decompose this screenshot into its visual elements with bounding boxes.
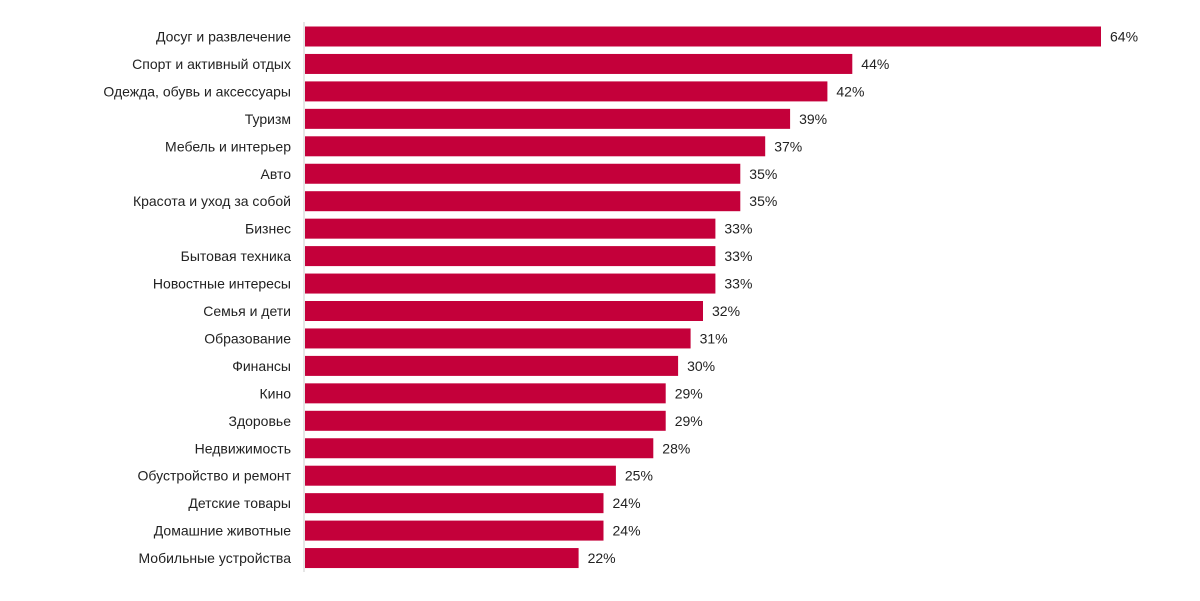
bar	[305, 163, 741, 184]
bar	[305, 246, 716, 267]
category-label: Бытовая техника	[181, 248, 292, 264]
category-label: Одежда, обувь и аксессуары	[103, 83, 291, 99]
category-label: Мобильные устройства	[138, 550, 291, 566]
category-label: Красота и уход за собой	[133, 193, 291, 209]
bar	[305, 410, 666, 431]
bar	[305, 465, 616, 486]
value-label: 29%	[675, 413, 703, 429]
bar	[305, 53, 853, 74]
value-label: 35%	[749, 166, 777, 182]
category-label: Семья и дети	[203, 303, 291, 319]
category-label: Здоровье	[228, 413, 291, 429]
category-label: Кино	[260, 385, 292, 401]
value-label: 29%	[675, 385, 703, 401]
bar	[305, 136, 766, 157]
bar	[305, 273, 716, 294]
value-label: 30%	[687, 358, 715, 374]
category-label: Досуг и развлечение	[156, 29, 291, 45]
bar	[305, 328, 691, 349]
category-label: Туризм	[245, 111, 291, 127]
value-label: 37%	[774, 138, 802, 154]
category-label: Спорт и активный отдых	[132, 56, 291, 72]
bar	[305, 520, 604, 541]
category-label: Образование	[204, 330, 291, 346]
value-label: 35%	[749, 193, 777, 209]
value-label: 24%	[613, 523, 641, 539]
bar	[305, 301, 703, 321]
value-label: 24%	[613, 495, 641, 511]
value-label: 25%	[625, 468, 653, 484]
value-label: 33%	[724, 248, 752, 264]
value-label: 42%	[836, 83, 864, 99]
category-label: Домашние животные	[154, 523, 291, 539]
bar	[305, 355, 679, 376]
value-label: 44%	[861, 56, 889, 72]
value-label: 28%	[662, 440, 690, 456]
value-label: 32%	[712, 303, 740, 319]
bar	[305, 108, 791, 129]
category-label: Финансы	[232, 358, 291, 374]
value-label: 64%	[1110, 29, 1138, 45]
bar	[305, 493, 604, 514]
bars-group: Досуг и развлечение 64% Спорт и активный о…	[103, 26, 1138, 569]
category-label: Бизнес	[245, 221, 291, 237]
value-label: 33%	[724, 221, 752, 237]
value-label: 33%	[724, 276, 752, 292]
bar	[305, 383, 666, 404]
value-label: 31%	[700, 330, 728, 346]
value-label: 39%	[799, 111, 827, 127]
category-label: Авто	[260, 166, 291, 182]
bar	[305, 191, 741, 212]
category-label: Детские товары	[188, 495, 291, 511]
bar	[305, 438, 654, 459]
category-label: Обустройство и ремонт	[138, 468, 292, 484]
bar	[305, 81, 828, 102]
bar	[305, 26, 1101, 47]
category-label: Мебель и интерьер	[165, 138, 291, 154]
value-label: 22%	[588, 550, 616, 566]
bar	[305, 218, 716, 239]
bar	[305, 548, 579, 569]
category-label: Недвижимость	[195, 440, 291, 456]
category-label: Новостные интересы	[153, 276, 291, 292]
